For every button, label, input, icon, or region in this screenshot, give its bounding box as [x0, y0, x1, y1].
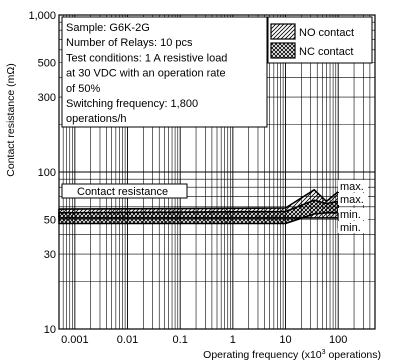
condition-line: at 30 VDC with an operation rate	[66, 68, 226, 80]
legend-swatch-no-contact	[270, 23, 296, 40]
end-label-bg	[338, 180, 368, 192]
x-tick-label: 100	[329, 334, 347, 346]
y-axis-label: Contact resistance (mΩ)	[5, 63, 17, 176]
legend-item-no-contact: NO contact	[270, 23, 354, 40]
band-label-text: Contact resistance	[77, 186, 168, 198]
x-tick-label: 10	[279, 334, 291, 346]
end-labels: max.max. min.min.	[337, 180, 368, 234]
conditions-box: Sample: G6K-2G Number of Relays: 10 pcs Te…	[61, 16, 268, 128]
legend-label-nc-contact: NC contact	[299, 46, 353, 58]
y-tick-label: 100	[38, 167, 56, 179]
x-axis-label-tail: operations)	[326, 349, 381, 361]
y-tick-labels: 10 30 50 100 300 500 1,000	[28, 10, 56, 336]
x-tick-labels: 0.001 0.01 0.1 1 10 100	[61, 334, 347, 346]
x-tick-label: 0.1	[173, 334, 188, 346]
end-label-max: max.	[340, 181, 364, 193]
legend-item-nc-contact: NC contact	[270, 42, 353, 59]
condition-line: Number of Relays: 10 pcs	[66, 37, 193, 49]
y-tick-label: 10	[44, 324, 56, 336]
condition-line: Switching frequency: 1,800	[66, 98, 198, 110]
end-label-bg	[338, 221, 368, 233]
condition-line: Test conditions: 1 A resistive load	[66, 52, 227, 64]
x-axis-label: Operating frequency (x103 operations)	[203, 349, 381, 361]
end-label-bg	[338, 208, 368, 220]
band-label: Contact resistance	[61, 183, 188, 199]
y-tick-label: 300	[38, 92, 56, 104]
plot-frame	[58, 14, 376, 330]
y-tick-label: 50	[44, 214, 56, 226]
x-axis-label-sup: 3	[322, 349, 326, 356]
condition-line: of 50%	[66, 83, 100, 95]
end-label-min: min.	[340, 222, 361, 234]
condition-line: operations/h	[66, 113, 127, 125]
end-label-bg	[338, 193, 368, 205]
end-label-min: min.	[340, 209, 361, 221]
y-tick-label: 500	[38, 57, 56, 69]
x-tick-label: 1	[230, 334, 236, 346]
x-axis-label-main: Operating frequency (x10	[203, 349, 322, 361]
end-label-max: max.	[340, 194, 364, 206]
x-tick-label: 0.001	[61, 334, 89, 346]
x-tick-label: 0.01	[117, 334, 138, 346]
y-tick-label: 30	[44, 249, 56, 261]
legend: NO contact NC contact	[267, 16, 373, 64]
y-tick-label: 1,000	[28, 10, 56, 22]
legend-swatch-nc-contact	[270, 42, 296, 59]
legend-label-no-contact: NO contact	[299, 27, 354, 39]
condition-line: Sample: G6K-2G	[66, 22, 150, 34]
